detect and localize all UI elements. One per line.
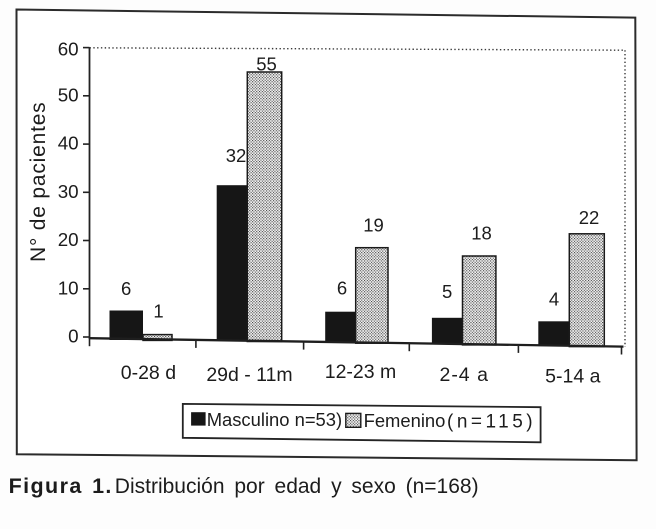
svg-text:5-14 a: 5-14 a <box>545 365 600 387</box>
svg-text:30: 30 <box>58 181 79 202</box>
svg-text:40: 40 <box>58 132 79 153</box>
svg-text:29d - 11m: 29d - 11m <box>206 364 292 386</box>
svg-text:18: 18 <box>471 223 492 244</box>
svg-text:6: 6 <box>121 278 131 299</box>
svg-text:1: 1 <box>153 300 163 321</box>
svg-text:2-4 a: 2-4 a <box>439 364 488 386</box>
svg-text:Masculino n=53): Masculino n=53) <box>207 409 342 430</box>
svg-text:19: 19 <box>363 215 384 236</box>
svg-text:Femenino: Femenino <box>364 410 446 431</box>
svg-text:55: 55 <box>256 54 277 75</box>
svg-text:0: 0 <box>68 326 78 347</box>
svg-text:32: 32 <box>226 145 247 166</box>
svg-text:60: 60 <box>58 39 79 60</box>
svg-text:(n=115): (n=115) <box>447 412 536 433</box>
svg-text:22: 22 <box>579 207 600 228</box>
svg-text:20: 20 <box>58 229 79 250</box>
svg-text:5: 5 <box>442 281 452 302</box>
svg-text:Distribución por edad y sexo (: Distribución por edad y sexo (n=168) <box>115 475 479 498</box>
svg-text:Figura 1.: Figura 1. <box>9 474 113 498</box>
svg-text:0-28 d: 0-28 d <box>121 362 176 384</box>
svg-text:4: 4 <box>549 289 559 310</box>
svg-text:12-23 m: 12-23 m <box>325 361 397 383</box>
svg-text:N° de pacientes: N° de pacientes <box>27 102 50 263</box>
svg-text:50: 50 <box>58 84 79 105</box>
svg-text:10: 10 <box>58 278 79 299</box>
svg-text:6: 6 <box>337 278 347 299</box>
